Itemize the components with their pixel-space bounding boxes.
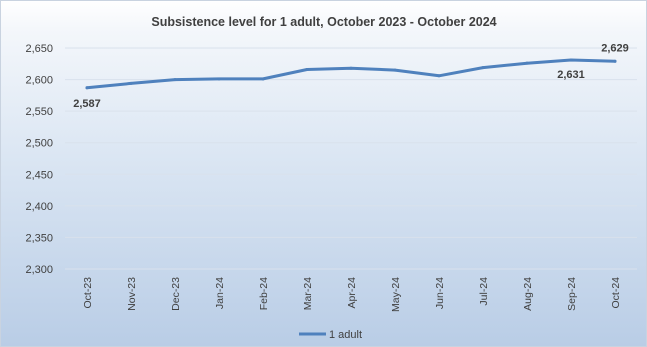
y-tick-label: 2,450 (25, 169, 53, 181)
x-tick-label: Oct-23 (82, 277, 94, 309)
data-point (437, 74, 441, 78)
data-point (613, 59, 617, 63)
data-point (261, 77, 265, 81)
x-tick-label: Aug-24 (522, 277, 534, 311)
data-point (349, 66, 353, 70)
x-tick-label: Nov-23 (126, 277, 138, 311)
data-label: 2,631 (557, 69, 585, 81)
x-tick-label: Jan-24 (214, 277, 226, 309)
x-tick-label: Oct-24 (610, 277, 622, 309)
y-axis-ticks: 2,300 2,350 2,400 2,450 2,500 2,550 2,600 2,650 (25, 43, 53, 276)
x-tick-label: Jun-24 (434, 277, 446, 309)
data-label: 2,587 (73, 98, 101, 110)
data-point (481, 66, 485, 70)
y-tick-label: 2,650 (25, 43, 53, 55)
legend-label: 1 adult (329, 329, 362, 341)
data-point (173, 78, 177, 82)
x-tick-label: Jul-24 (478, 277, 490, 306)
data-point (85, 86, 89, 90)
data-point (525, 61, 529, 65)
series-layer (85, 58, 617, 90)
data-point (569, 58, 573, 62)
data-point (129, 81, 133, 85)
x-tick-label: Apr-24 (346, 277, 358, 309)
y-tick-label: 2,550 (25, 106, 53, 118)
y-tick-label: 2,500 (25, 138, 53, 150)
x-tick-label: Feb-24 (258, 277, 270, 310)
series-line (85, 58, 617, 90)
x-tick-label: Mar-24 (302, 277, 314, 310)
x-tick-label: Dec-23 (170, 277, 182, 311)
chart-title: Subsistence level for 1 adult, October 2… (151, 15, 496, 29)
data-point (393, 68, 397, 72)
x-tick-label: Sep-24 (566, 277, 578, 311)
data-point (305, 67, 309, 71)
legend: 1 adult (299, 329, 362, 341)
data-label: 2,629 (601, 42, 629, 54)
x-tick-label: May-24 (390, 277, 402, 312)
x-axis-ticks: Oct-23 Nov-23 Dec-23 Jan-24 Feb-24 Mar-24 Apr-… (82, 277, 622, 312)
y-tick-label: 2,400 (25, 201, 53, 213)
y-tick-label: 2,350 (25, 232, 53, 244)
data-point (217, 77, 221, 81)
y-tick-label: 2,600 (25, 75, 53, 87)
data-labels: 2,587 2,631 2,629 (73, 42, 629, 110)
y-tick-label: 2,300 (25, 264, 53, 276)
